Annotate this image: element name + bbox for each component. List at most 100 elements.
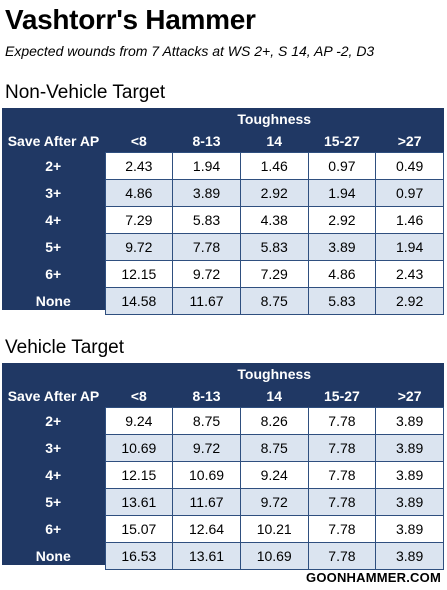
wound-value-cell: 8.26 [239,407,309,435]
table-row: 5+ 9.72 7.78 5.83 3.89 1.94 [2,233,444,261]
save-row-label: 5+ [45,239,62,255]
save-row-label: 4+ [45,212,62,228]
wound-value-cell: 12.64 [172,515,241,543]
vehicle-heading: Vehicle Target [5,337,125,358]
wound-value-cell: 9.24 [239,461,309,489]
wound-value-cell: 7.78 [307,461,377,489]
toughness-column-header: <8 [130,388,147,404]
vehicle-table: Toughness Save After AP <8 8-13 14 15-27 >27 2+… [2,363,444,570]
table-row: 3+ 4.86 3.89 2.92 1.94 0.97 [2,179,444,207]
wound-value-cell: 4.38 [239,206,309,234]
wound-value-cell: 3.89 [375,542,444,570]
table-row: 2+ 2.43 1.94 1.46 0.97 0.49 [2,152,444,180]
wound-value-cell: 1.94 [172,152,241,180]
table-row: 4+ 12.15 10.69 9.24 7.78 3.89 [2,461,444,489]
table-row: 6+ 15.07 12.64 10.21 7.78 3.89 [2,515,444,543]
wound-value-cell: 7.78 [307,542,377,570]
wound-value-cell: 7.78 [172,233,241,261]
wound-value-cell: 0.97 [307,152,377,180]
save-row-label: 3+ [45,440,62,456]
wound-value-cell: 7.78 [307,407,377,435]
save-row-label: 4+ [45,467,62,483]
save-row-label: None [35,548,71,564]
toughness-column-header: <8 [130,133,147,149]
table-row: 3+ 10.69 9.72 8.75 7.78 3.89 [2,434,444,462]
wound-value-cell: 2.43 [104,152,174,180]
wound-value-cell: 14.58 [104,287,174,315]
wound-value-cell: 13.61 [104,488,174,516]
corner-cell [2,363,105,385]
wound-value-cell: 3.89 [307,233,377,261]
wound-value-cell: 12.15 [104,461,174,489]
wound-value-cell: 8.75 [239,434,309,462]
toughness-column-header: >27 [397,388,422,404]
wound-value-cell: 15.07 [104,515,174,543]
wound-value-cell: 2.92 [239,179,309,207]
toughness-column-header: 8-13 [192,133,221,149]
save-row-label: None [35,293,71,309]
save-row-label: 6+ [45,266,62,282]
wound-value-cell: 3.89 [375,461,444,489]
toughness-column-header: >27 [397,133,422,149]
wound-value-cell: 1.46 [375,206,444,234]
wound-value-cell: 5.83 [239,233,309,261]
toughness-column-header: 8-13 [192,388,221,404]
table-row: None 16.53 13.61 10.69 7.78 3.89 [2,542,444,570]
wound-value-cell: 2.92 [375,287,444,315]
table-row: 4+ 7.29 5.83 4.38 2.92 1.46 [2,206,444,234]
wound-value-cell: 9.72 [172,434,241,462]
table-row: 6+ 12.15 9.72 7.29 4.86 2.43 [2,260,444,288]
wound-value-cell: 10.69 [239,542,309,570]
wound-table: Toughness Save After AP <8 8-13 14 15-27 >27 2+… [2,363,444,570]
wound-value-cell: 4.86 [307,260,377,288]
wound-value-cell: 7.29 [239,260,309,288]
wound-value-cell: 3.89 [375,515,444,543]
save-row-label: 3+ [45,185,62,201]
wound-value-cell: 16.53 [104,542,174,570]
save-row-label: 2+ [45,413,62,429]
wound-value-cell: 8.75 [239,287,309,315]
toughness-group-header: Toughness [237,111,312,127]
wound-value-cell: 9.72 [239,488,309,516]
toughness-group-header: Toughness [237,366,312,382]
save-row-label: 6+ [45,521,62,537]
wound-value-cell: 9.72 [104,233,174,261]
wound-value-cell: 3.89 [375,407,444,435]
wound-value-cell: 3.89 [172,179,241,207]
wound-value-cell: 10.69 [104,434,174,462]
wound-value-cell: 5.83 [307,287,377,315]
wound-value-cell: 5.83 [172,206,241,234]
table-row: 5+ 13.61 11.67 9.72 7.78 3.89 [2,488,444,516]
non-vehicle-table: Toughness Save After AP <8 8-13 14 15-27 >27 2+… [2,108,444,315]
wound-value-cell: 13.61 [172,542,241,570]
wound-value-cell: 10.69 [172,461,241,489]
wound-value-cell: 11.67 [172,488,241,516]
site-footer: GOONHAMMER.COM [306,570,441,585]
wound-value-cell: 7.78 [307,488,377,516]
toughness-column-header: 15-27 [324,388,360,404]
wound-value-cell: 0.97 [375,179,444,207]
wound-value-cell: 3.89 [375,488,444,516]
save-row-label: 2+ [45,158,62,174]
save-after-ap-header: Save After AP [7,388,100,405]
wound-table: Toughness Save After AP <8 8-13 14 15-27 >27 2+… [2,108,444,315]
table-row: 2+ 9.24 8.75 8.26 7.78 3.89 [2,407,444,435]
wound-value-cell: 2.92 [307,206,377,234]
wound-value-cell: 2.43 [375,260,444,288]
wound-value-cell: 1.94 [375,233,444,261]
wound-value-cell: 11.67 [172,287,241,315]
wound-value-cell: 4.86 [104,179,174,207]
wound-value-cell: 1.94 [307,179,377,207]
corner-cell [2,108,105,130]
page-subtitle: Expected wounds from 7 Attacks at WS 2+,… [5,43,375,59]
wound-value-cell: 9.72 [172,260,241,288]
wound-value-cell: 7.78 [307,515,377,543]
wound-value-cell: 9.24 [104,407,174,435]
wound-value-cell: 3.89 [375,434,444,462]
wound-value-cell: 10.21 [239,515,309,543]
wound-value-cell: 1.46 [239,152,309,180]
wound-value-cell: 12.15 [104,260,174,288]
wound-value-cell: 0.49 [375,152,444,180]
save-row-label: 5+ [45,494,62,510]
page-title: Vashtorr's Hammer [5,4,256,35]
